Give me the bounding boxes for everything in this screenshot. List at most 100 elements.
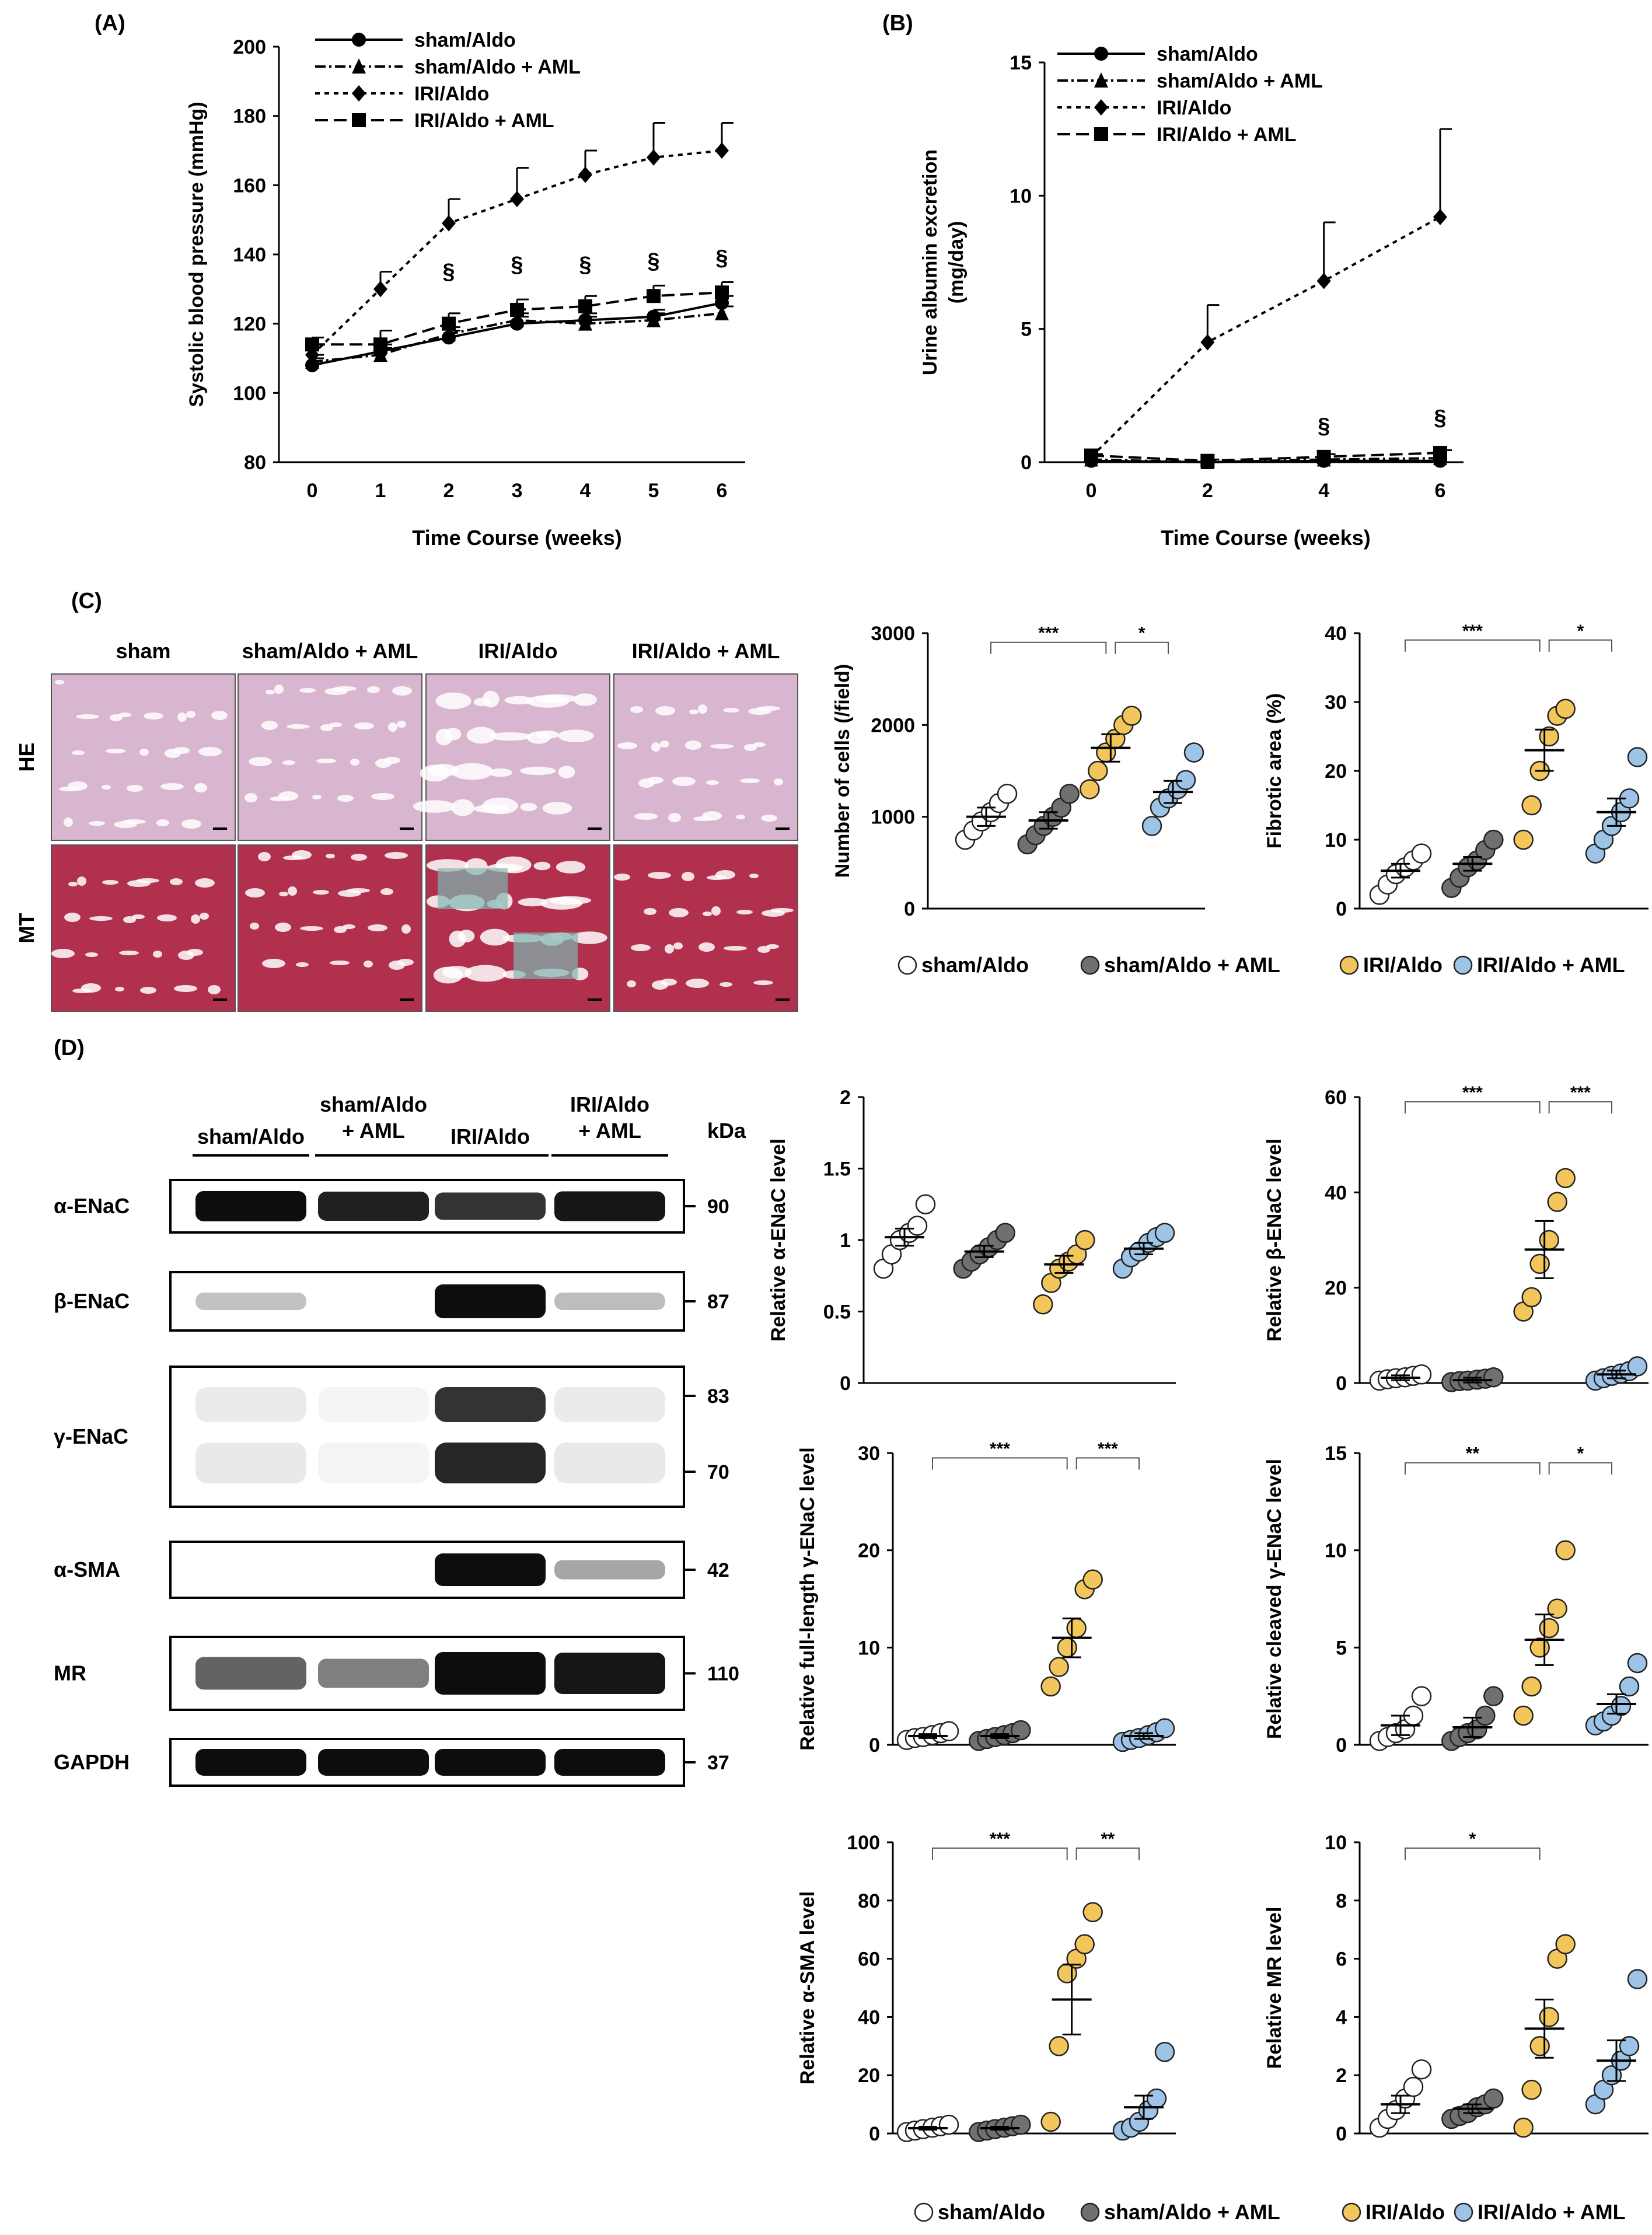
tissue-lumen	[644, 908, 656, 915]
tissue-lumen	[55, 680, 64, 685]
tissue-lumen	[489, 732, 531, 741]
significance-label: **	[1466, 1444, 1480, 1464]
data-point	[1146, 2088, 1167, 2109]
tissue-lumen	[444, 728, 462, 741]
blot-lane-label: sham/Aldo	[197, 1125, 305, 1148]
data-point	[1627, 747, 1648, 767]
data-point	[1529, 1637, 1550, 1658]
tissue-lumen	[736, 910, 753, 914]
data-point	[578, 315, 592, 331]
y-tick-label: 6	[1336, 1948, 1347, 1971]
data-point	[1066, 1618, 1087, 1639]
tissue-lumen	[685, 741, 701, 750]
y-tick-label: 20	[1325, 1277, 1347, 1300]
tissue-lumen	[198, 747, 222, 756]
tissue-lumen	[558, 729, 594, 742]
significance-label: **	[1101, 1829, 1115, 1849]
tissue-lumen	[371, 793, 394, 800]
data-point	[938, 2114, 959, 2135]
tissue-lumen	[330, 961, 350, 965]
data-point	[1483, 2088, 1504, 2109]
histology-column-label: IRI/Aldo	[479, 639, 558, 663]
fibrosis-area	[438, 868, 508, 909]
y-axis-label: Systolic blood pressure (mmHg)	[186, 102, 208, 407]
blot-band	[554, 1653, 665, 1694]
tissue-lumen	[367, 686, 380, 693]
histology-column-label: sham/Aldo + AML	[242, 639, 418, 663]
legend-label: IRI/Aldo + AML	[1478, 2200, 1626, 2224]
blot-band	[318, 1192, 429, 1221]
tissue-lumen	[132, 914, 145, 919]
data-point	[1033, 1294, 1053, 1315]
tissue-lumen	[627, 980, 636, 987]
tissue-lumen	[520, 802, 537, 812]
y-tick-label: 40	[1325, 623, 1347, 645]
histology-column-label: IRI/Aldo + AML	[632, 639, 780, 663]
significance-bracket	[1075, 1847, 1140, 1860]
y-tick-label: 5	[1021, 319, 1032, 341]
tissue-lumen	[556, 861, 586, 874]
y-tick-label: 0	[840, 1373, 851, 1395]
tissue-lumen	[81, 983, 101, 993]
kda-value: 87	[707, 1291, 729, 1313]
data-point	[1411, 2059, 1432, 2080]
tissue-lumen	[698, 704, 707, 714]
tissue-lumen	[343, 924, 355, 929]
histology-row-label: MT	[15, 913, 39, 944]
blot-band	[554, 1749, 665, 1776]
tissue-lumen	[194, 783, 207, 792]
y-tick-label: 100	[233, 382, 266, 404]
y-tick-label: 10	[1325, 829, 1347, 851]
tissue-lumen	[703, 912, 712, 916]
legend-dot	[914, 2202, 934, 2222]
x-tick-label: 2	[1202, 480, 1213, 502]
significance-bracket	[932, 1847, 1068, 1860]
blot-lane-label: IRI/Aldo	[570, 1092, 649, 1116]
blot-lane-label: sham/Aldo	[320, 1092, 427, 1116]
tissue-lumen	[647, 777, 663, 784]
y-tick-label: 100	[847, 1832, 880, 1854]
y-tick-label: 0	[1336, 1373, 1347, 1395]
tissue-lumen	[648, 872, 671, 879]
tissue-lumen	[397, 721, 406, 728]
data-point	[1084, 448, 1098, 463]
tissue-lumen	[153, 951, 162, 958]
data-point	[1049, 2036, 1069, 2056]
tissue-lumen	[617, 742, 637, 749]
tissue-lumen	[774, 778, 783, 785]
legend-dot	[1080, 2202, 1100, 2222]
tissue-lumen	[614, 874, 630, 881]
tissue-lumen	[89, 821, 105, 826]
histology-image	[238, 844, 422, 1012]
y-axis-label: (mg/day)	[945, 221, 968, 304]
blot-band	[554, 1560, 665, 1580]
legend-dot	[1453, 955, 1473, 975]
tissue-lumen	[208, 985, 221, 994]
tissue-lumen	[160, 783, 184, 790]
panel-label-a: (A)	[95, 11, 125, 36]
significance-label: ***	[1462, 1083, 1483, 1102]
tissue-lumen	[278, 791, 298, 801]
tissue-lumen	[669, 908, 689, 917]
blot-band	[318, 1658, 429, 1688]
blot-band	[318, 1443, 429, 1483]
data-point	[1200, 334, 1215, 351]
tissue-lumen	[187, 949, 203, 956]
tissue-lumen	[68, 781, 88, 791]
y-tick-label: 20	[858, 2065, 880, 2087]
histology-image	[51, 844, 236, 1012]
tissue-lumen	[258, 852, 271, 861]
legend-label: sham/Aldo	[938, 2200, 1045, 2224]
blot-band	[435, 1284, 546, 1318]
data-point	[1539, 2007, 1559, 2027]
group-legends: sham/Aldo sham/Aldo + AML IRI/Aldo IRI/Aldo…	[897, 953, 1626, 2224]
data-point	[442, 316, 456, 331]
data-point	[1122, 706, 1142, 726]
tissue-lumen	[174, 985, 197, 992]
y-tick-label: 10	[1325, 1832, 1347, 1854]
data-point	[1513, 829, 1534, 850]
tissue-lumen	[536, 694, 578, 703]
data-point	[1521, 2079, 1542, 2100]
data-point	[1433, 208, 1447, 225]
kda-value: 110	[707, 1663, 739, 1685]
